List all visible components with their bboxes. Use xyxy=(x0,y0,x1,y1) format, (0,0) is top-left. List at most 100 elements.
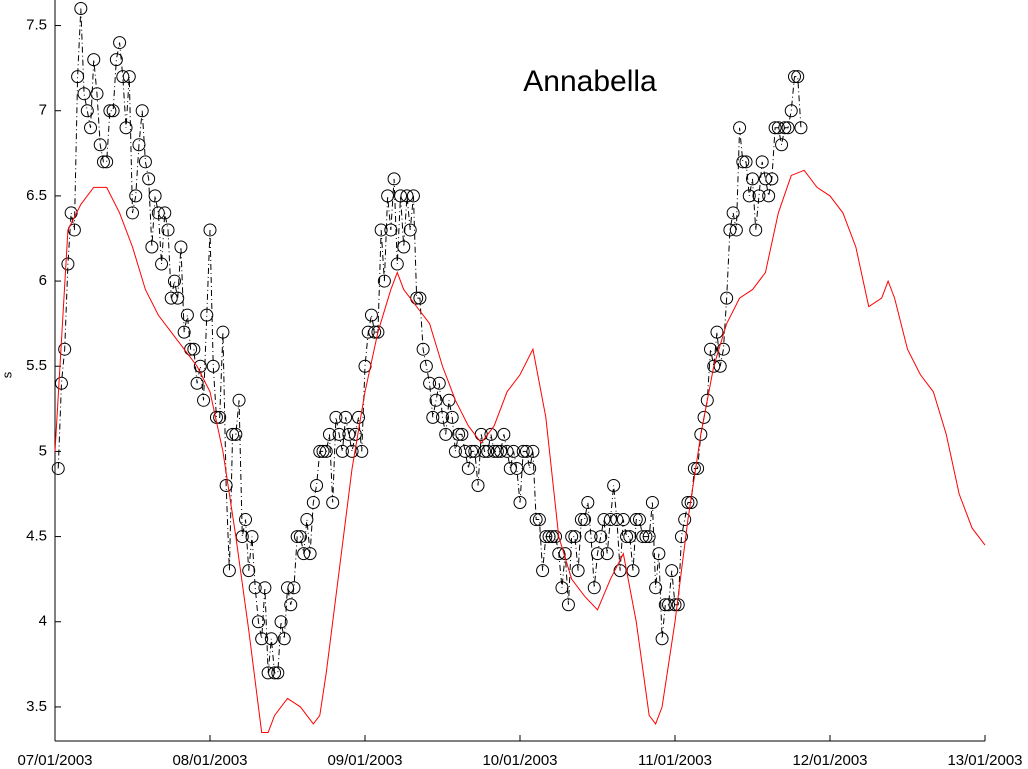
data-point xyxy=(632,513,646,527)
x-tick-label: 13/01/2003 xyxy=(947,752,1022,769)
data-point xyxy=(255,632,269,646)
data-point xyxy=(297,547,311,561)
data-point xyxy=(468,444,482,458)
data-point xyxy=(132,138,146,152)
data-point xyxy=(151,206,165,220)
data-point xyxy=(607,478,621,492)
data-point xyxy=(716,342,730,356)
data-point xyxy=(219,478,233,492)
data-point xyxy=(758,172,772,186)
data-point xyxy=(513,496,527,510)
data-point xyxy=(674,530,688,544)
data-point xyxy=(226,427,240,441)
data-point xyxy=(364,308,378,322)
data-point xyxy=(497,427,511,441)
data-point xyxy=(87,53,101,67)
data-point xyxy=(161,223,175,237)
data-point xyxy=(649,581,663,595)
data-point xyxy=(503,461,517,475)
data-point xyxy=(726,206,740,220)
data-point xyxy=(448,444,462,458)
data-point xyxy=(290,530,304,544)
x-tick-label: 09/01/2003 xyxy=(327,752,402,769)
y-tick-label: 7 xyxy=(39,102,47,119)
y-tick-label: 6 xyxy=(39,272,47,289)
data-point xyxy=(177,325,191,339)
data-point xyxy=(549,530,563,544)
data-point xyxy=(390,257,404,271)
data-point xyxy=(277,632,291,646)
data-point xyxy=(403,223,417,237)
data-point xyxy=(119,121,133,135)
data-point xyxy=(222,564,236,578)
data-point xyxy=(274,615,288,629)
data-point xyxy=(155,257,169,271)
data-point xyxy=(167,274,181,288)
data-point xyxy=(536,564,550,578)
data-point xyxy=(245,530,259,544)
data-point xyxy=(655,632,669,646)
data-point xyxy=(371,325,385,339)
data-point xyxy=(235,530,249,544)
data-point xyxy=(377,274,391,288)
data-point xyxy=(465,444,479,458)
data-point xyxy=(445,410,459,424)
data-point xyxy=(665,564,679,578)
data-point xyxy=(765,172,779,186)
data-point xyxy=(96,155,110,169)
data-point xyxy=(736,155,750,169)
y-tick-label: 4.5 xyxy=(26,528,47,545)
x-tick-label: 07/01/2003 xyxy=(17,752,92,769)
data-point xyxy=(329,410,343,424)
data-point xyxy=(361,325,375,339)
data-point xyxy=(387,172,401,186)
data-point xyxy=(707,359,721,373)
data-point xyxy=(458,444,472,458)
data-point xyxy=(261,666,275,680)
data-point xyxy=(193,359,207,373)
data-point xyxy=(710,325,724,339)
data-point xyxy=(668,598,682,612)
data-point xyxy=(109,53,123,67)
data-point xyxy=(720,291,734,305)
data-point xyxy=(694,427,708,441)
data-point xyxy=(423,376,437,390)
data-point xyxy=(374,223,388,237)
data-point xyxy=(591,547,604,561)
data-point xyxy=(558,547,572,561)
data-point xyxy=(658,598,672,612)
data-point xyxy=(381,189,395,203)
data-point xyxy=(322,427,336,441)
data-point xyxy=(171,291,185,305)
chart-title: Annabella xyxy=(523,65,657,98)
data-point xyxy=(258,581,272,595)
series-line xyxy=(54,169,986,733)
data-point xyxy=(623,530,637,544)
y-tick-label: 5.5 xyxy=(26,357,47,374)
data-point xyxy=(187,342,201,356)
data-point xyxy=(138,155,152,169)
data-point xyxy=(306,496,320,510)
data-point xyxy=(80,104,94,118)
data-point xyxy=(293,530,307,544)
data-point xyxy=(300,513,314,527)
data-point xyxy=(326,496,340,510)
data-point xyxy=(216,325,230,339)
data-point xyxy=(594,530,608,544)
data-point xyxy=(645,496,659,510)
data-point xyxy=(313,444,327,458)
x-tick-label: 10/01/2003 xyxy=(482,752,557,769)
data-point xyxy=(794,121,808,135)
data-point xyxy=(164,291,178,305)
data-point xyxy=(768,121,782,135)
data-point xyxy=(135,104,149,118)
data-point xyxy=(436,410,449,424)
data-point xyxy=(200,308,214,322)
data-point xyxy=(752,189,766,203)
data-point xyxy=(206,359,220,373)
data-point xyxy=(791,70,805,84)
data-point xyxy=(54,376,68,390)
data-point xyxy=(749,223,763,237)
data-point xyxy=(303,547,317,561)
